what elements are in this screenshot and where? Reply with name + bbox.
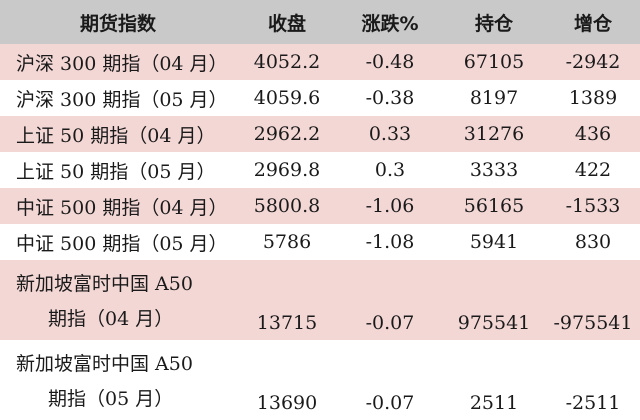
row-position-change: 1389 xyxy=(568,87,618,109)
row-open-interest: 31276 xyxy=(463,123,525,145)
row-change-pct: 0.33 xyxy=(368,123,412,145)
table-row: 上证 50 期指（04 月） 2962.2 0.33 31276 436 xyxy=(0,116,640,152)
row-close: 5800.8 xyxy=(253,195,321,217)
row-close: 13690 xyxy=(256,392,318,414)
row-position-change: 830 xyxy=(574,231,612,253)
table-row: 中证 500 期指（05 月） 5786 -1.08 5941 830 xyxy=(0,224,640,260)
table-row: 沪深 300 期指（04 月） 4052.2 -0.48 67105 -2942 xyxy=(0,44,640,80)
row-open-interest: 67105 xyxy=(463,51,525,73)
row-close: 4052.2 xyxy=(253,51,321,73)
row-position-change: -2942 xyxy=(565,51,621,73)
row-index-name: 沪深 300 期指（05 月） xyxy=(16,88,228,111)
row-change-pct: -0.07 xyxy=(365,392,415,414)
row-close: 5786 xyxy=(262,231,312,253)
row-open-interest: 3333 xyxy=(469,159,519,181)
row-index-name: 沪深 300 期指（04 月） xyxy=(16,52,228,75)
table-row: 沪深 300 期指（05 月） 4059.6 -0.38 8197 1389 xyxy=(0,80,640,116)
row-position-change: -2511 xyxy=(565,392,621,414)
row-index-name: 中证 500 期指（04 月） xyxy=(16,196,228,219)
row-change-pct: -1.08 xyxy=(365,231,415,253)
row-index-name-line1: 新加坡富时中国 A50 xyxy=(16,353,193,375)
row-close: 4059.6 xyxy=(253,87,321,109)
table-header-row: 期货指数 收盘 涨跌% 持仓 增仓 xyxy=(0,0,640,44)
table-row: 新加坡富时中国 A50 期指（05 月） 13690 -0.07 2511 -2… xyxy=(0,340,640,420)
header-change-pct: 涨跌% xyxy=(361,12,419,35)
row-index-name: 新加坡富时中国 A50 期指（05 月） xyxy=(0,340,236,420)
row-position-change: 436 xyxy=(574,123,612,145)
row-position-change: 422 xyxy=(574,159,612,181)
row-position-change: -1533 xyxy=(565,195,621,217)
row-change-pct: -0.38 xyxy=(365,87,415,109)
row-open-interest: 5941 xyxy=(469,231,519,253)
row-close: 2962.2 xyxy=(253,123,321,145)
row-index-name: 中证 500 期指（05 月） xyxy=(16,232,228,255)
header-position-change: 增仓 xyxy=(573,12,612,35)
row-index-name-line2: 期指（05 月） xyxy=(48,388,174,410)
row-open-interest: 2511 xyxy=(469,392,519,414)
table-row: 上证 50 期指（05 月） 2969.8 0.3 3333 422 xyxy=(0,152,640,188)
header-index-name: 期货指数 xyxy=(79,12,156,35)
row-index-name-line2: 期指（04 月） xyxy=(48,308,174,330)
row-index-name: 新加坡富时中国 A50 期指（04 月） xyxy=(0,260,236,340)
row-index-name: 上证 50 期指（04 月） xyxy=(16,124,216,147)
row-change-pct: -0.48 xyxy=(365,51,415,73)
table-row: 新加坡富时中国 A50 期指（04 月） 13715 -0.07 975541 … xyxy=(0,260,640,340)
row-open-interest: 56165 xyxy=(463,195,525,217)
row-open-interest: 975541 xyxy=(457,312,531,334)
row-close: 2969.8 xyxy=(253,159,321,181)
row-change-pct: 0.3 xyxy=(374,159,406,181)
header-open-interest: 持仓 xyxy=(474,12,513,35)
row-close: 13715 xyxy=(256,312,318,334)
row-index-name-line1: 新加坡富时中国 A50 xyxy=(16,273,193,295)
header-close: 收盘 xyxy=(267,12,306,35)
row-position-change: -975541 xyxy=(553,312,633,334)
table-row: 中证 500 期指（04 月） 5800.8 -1.06 56165 -1533 xyxy=(0,188,640,224)
row-change-pct: -1.06 xyxy=(365,195,415,217)
row-index-name: 上证 50 期指（05 月） xyxy=(16,160,216,183)
row-change-pct: -0.07 xyxy=(365,312,415,334)
row-open-interest: 8197 xyxy=(469,87,519,109)
